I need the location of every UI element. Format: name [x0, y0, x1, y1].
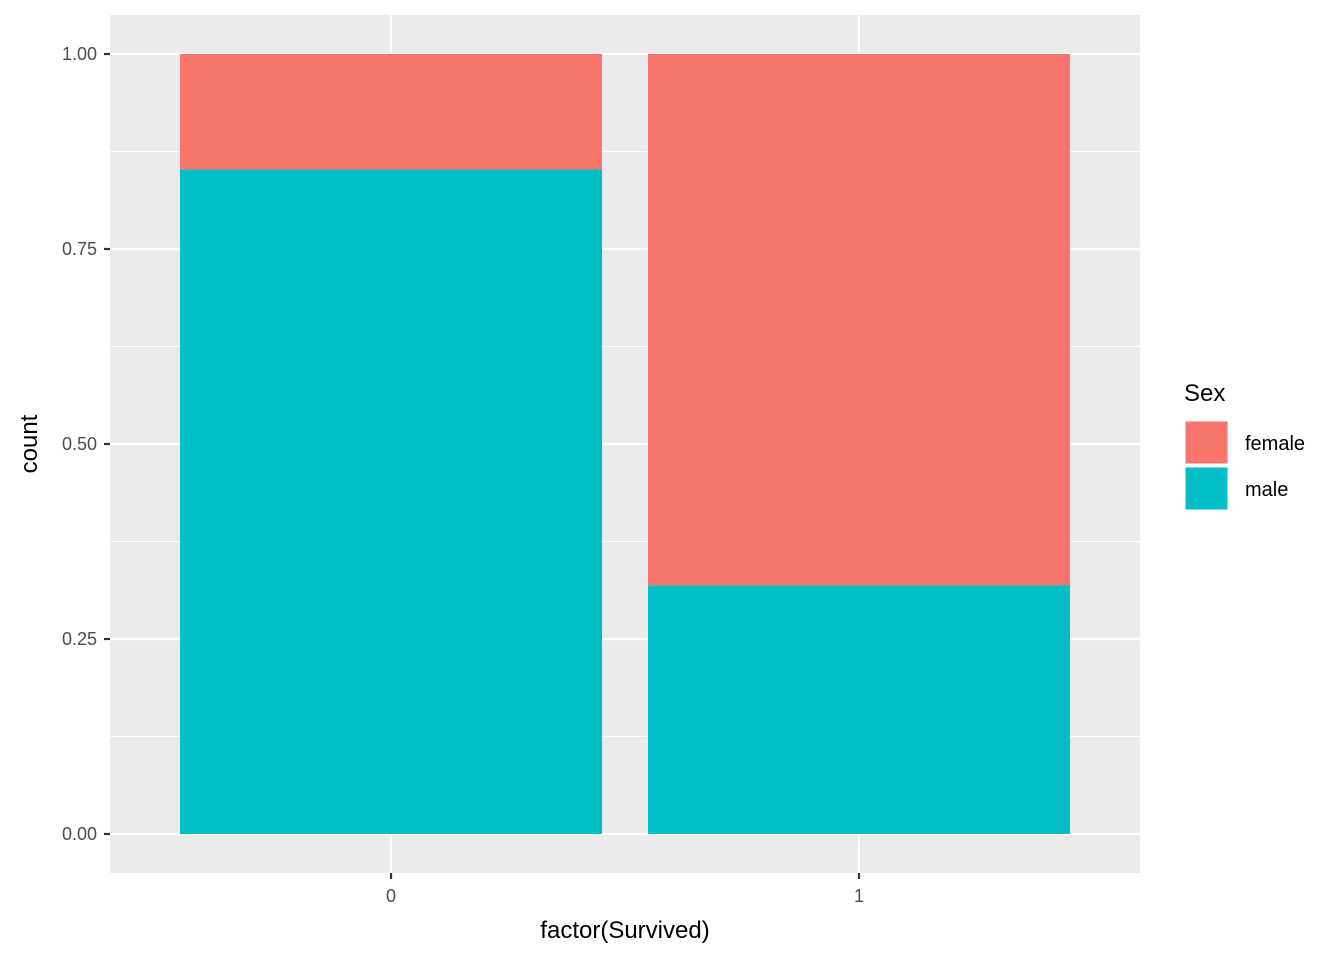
bar-female-0 — [180, 54, 602, 170]
legend: Sex female male — [1184, 380, 1305, 511]
x-axis-title: factor(Survived) — [540, 917, 709, 944]
bar-male-1 — [648, 585, 1070, 834]
y-tick-label: 0.75 — [62, 239, 97, 259]
y-tick-label: 0.50 — [62, 434, 97, 454]
y-tick-label: 1.00 — [62, 44, 97, 64]
x-tick-label: 0 — [386, 886, 396, 906]
y-tick-label: 0.00 — [62, 824, 97, 844]
y-axis: 0.00 0.25 0.50 0.75 1.00 — [62, 44, 110, 844]
legend-label-male: male — [1245, 479, 1288, 501]
legend-title: Sex — [1184, 380, 1225, 407]
bars — [180, 54, 1070, 834]
legend-label-female: female — [1245, 433, 1305, 455]
bar-male-0 — [180, 169, 602, 834]
y-tick-label: 0.25 — [62, 629, 97, 649]
bar-female-1 — [648, 54, 1070, 586]
legend-key-male — [1184, 466, 1229, 511]
legend-key-female — [1184, 420, 1229, 465]
y-axis-title: count — [16, 414, 43, 473]
x-tick-label: 1 — [854, 886, 864, 906]
